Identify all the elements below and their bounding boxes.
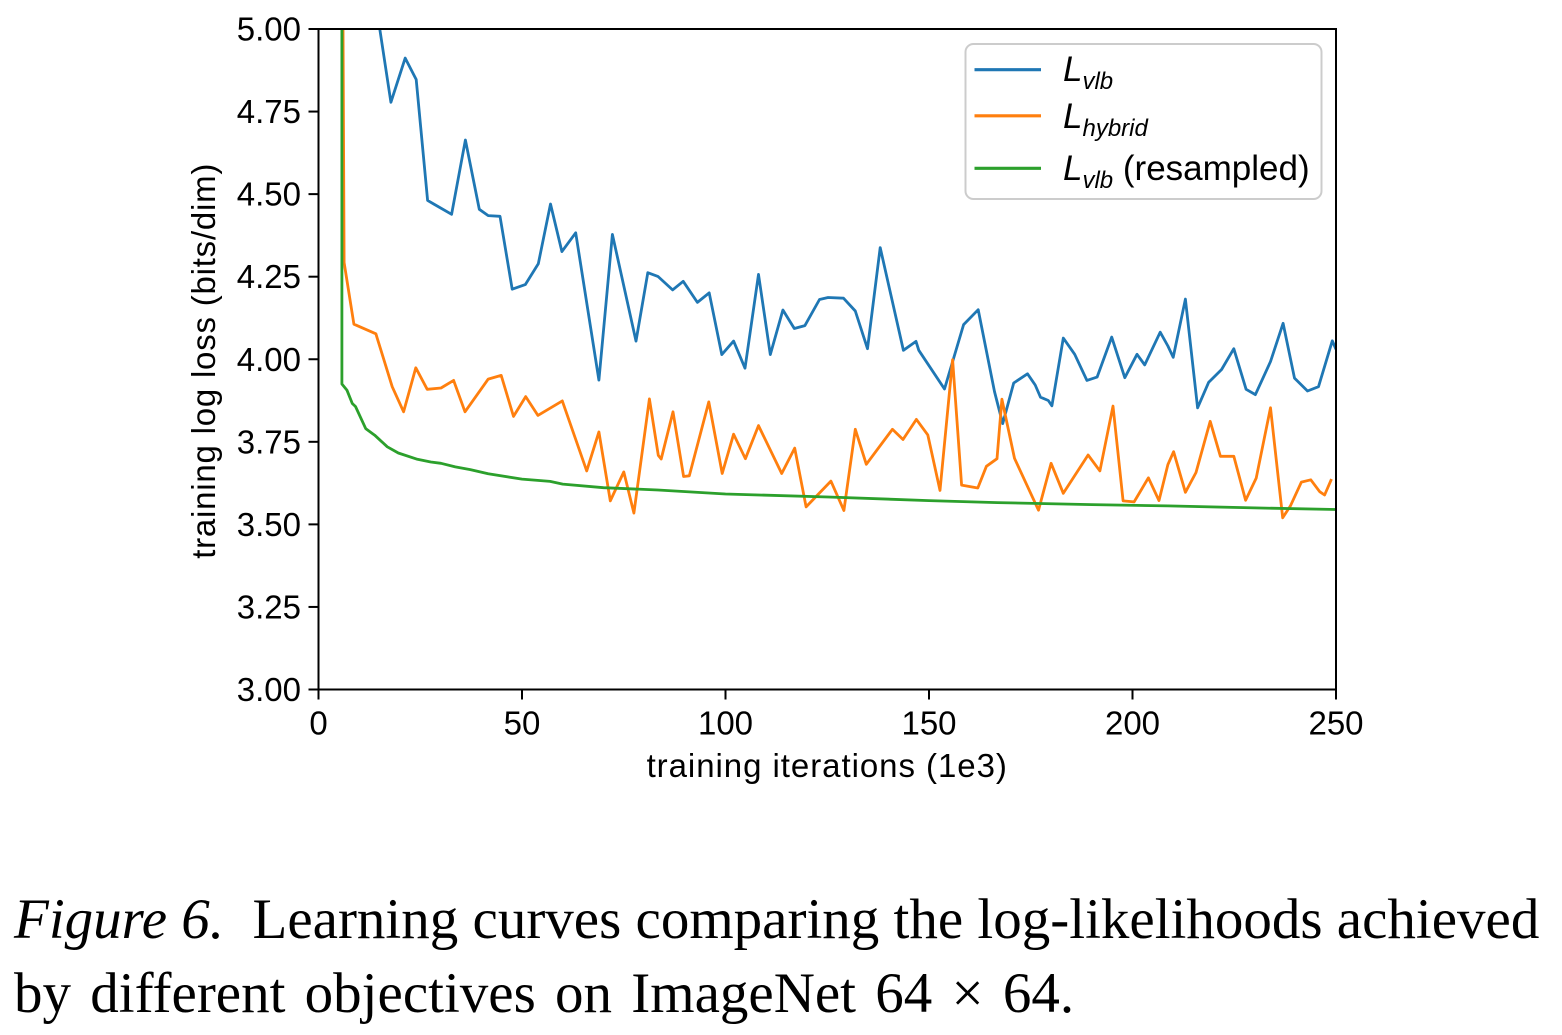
svg-text:3.25: 3.25 (237, 588, 301, 625)
svg-text:50: 50 (504, 705, 541, 742)
svg-text:150: 150 (901, 705, 956, 742)
svg-text:training log loss (bits/dim): training log loss (bits/dim) (185, 163, 222, 559)
svg-text:4.25: 4.25 (237, 258, 301, 295)
svg-text:4.00: 4.00 (237, 341, 301, 378)
svg-text:Lvlb: Lvlb (1063, 50, 1113, 95)
svg-text:Lhybrid: Lhybrid (1063, 97, 1148, 142)
svg-text:3.00: 3.00 (237, 671, 301, 708)
svg-text:4.50: 4.50 (237, 176, 301, 213)
svg-text:3.75: 3.75 (237, 423, 301, 460)
svg-text:5.00: 5.00 (237, 11, 301, 48)
svg-text:Lvlb (resampled): Lvlb (resampled) (1063, 149, 1310, 194)
svg-text:3.50: 3.50 (237, 506, 301, 543)
svg-text:200: 200 (1105, 705, 1160, 742)
svg-text:100: 100 (698, 705, 753, 742)
svg-text:4.75: 4.75 (237, 93, 301, 130)
svg-text:0: 0 (309, 705, 327, 742)
svg-text:training iterations (1e3): training iterations (1e3) (647, 747, 1008, 784)
svg-text:250: 250 (1308, 705, 1363, 742)
